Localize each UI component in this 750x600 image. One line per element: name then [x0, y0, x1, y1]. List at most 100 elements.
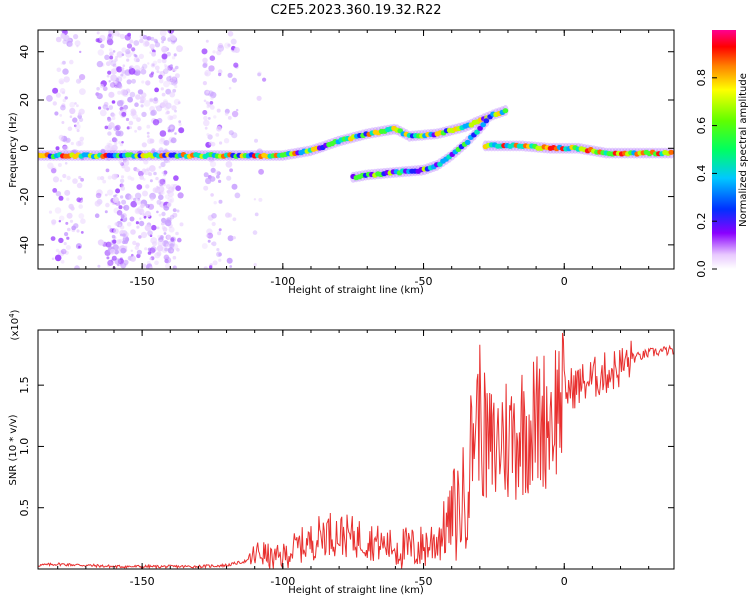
- noise-point: [151, 51, 157, 57]
- noise-point: [150, 62, 156, 68]
- noise-point: [210, 167, 216, 173]
- noise-point: [60, 62, 64, 65]
- noise-point: [170, 39, 176, 45]
- noise-point: [141, 142, 147, 148]
- noise-point: [121, 70, 126, 74]
- noise-point: [132, 113, 138, 120]
- noise-point: [46, 95, 53, 102]
- noise-point: [149, 43, 155, 50]
- noise-point: [217, 231, 222, 236]
- noise-point: [113, 30, 120, 37]
- noise-point: [177, 101, 181, 105]
- noise-point: [233, 62, 239, 68]
- noise-point: [52, 188, 58, 193]
- noise-point: [154, 260, 159, 266]
- noise-point: [262, 77, 267, 82]
- noise-point: [51, 257, 55, 261]
- noise-point: [133, 65, 141, 72]
- noise-point: [178, 120, 182, 124]
- noise-point: [112, 202, 115, 205]
- noise-point: [170, 35, 176, 41]
- noise-point: [254, 138, 258, 143]
- noise-point: [122, 233, 126, 237]
- noise-point: [133, 197, 137, 202]
- noise-point: [125, 48, 131, 55]
- noise-point: [157, 58, 162, 64]
- noise-point: [216, 171, 221, 176]
- noise-point: [116, 100, 124, 107]
- snr-background: [38, 330, 674, 569]
- noise-point: [80, 197, 83, 200]
- noise-point: [74, 124, 77, 128]
- noise-point: [59, 215, 65, 221]
- noise-point: [107, 36, 112, 41]
- noise-point: [119, 178, 125, 183]
- noise-point: [62, 39, 67, 45]
- noise-point: [78, 204, 83, 209]
- spectrogram-frame: [37, 29, 675, 270]
- noise-point: [107, 175, 112, 180]
- colorbar-tick-label: 0.8: [695, 69, 708, 87]
- colorbar-ticks: 0.0 0.2 0.4 0.6 0.8: [695, 69, 717, 278]
- noise-point: [164, 105, 170, 111]
- noise-point: [137, 198, 141, 201]
- noise-point: [167, 68, 171, 72]
- noise-point: [150, 109, 157, 116]
- noise-point: [156, 199, 162, 205]
- noise-point: [201, 243, 208, 249]
- noise-point: [95, 38, 100, 43]
- noise-point: [55, 146, 60, 151]
- noise-point: [72, 117, 78, 123]
- noise-point: [76, 182, 83, 189]
- noise-point: [137, 89, 144, 95]
- noise-point: [78, 198, 83, 204]
- noise-point: [63, 242, 67, 246]
- noise-point: [110, 68, 118, 75]
- noise-point: [144, 210, 152, 218]
- noise-point: [161, 53, 168, 60]
- y-tick-label: -20: [18, 188, 31, 206]
- noise-point: [230, 38, 237, 45]
- noise-point: [205, 234, 209, 238]
- noise-point: [128, 67, 136, 75]
- noise-point: [121, 53, 125, 56]
- noise-point: [134, 129, 138, 133]
- noise-point: [107, 189, 114, 196]
- noise-point: [111, 116, 116, 120]
- noise-point: [95, 192, 102, 199]
- noise-point: [158, 213, 162, 217]
- noise-point: [112, 196, 119, 203]
- noise-point: [136, 249, 142, 255]
- noise-point: [69, 59, 74, 65]
- noise-point: [159, 103, 164, 109]
- noise-point: [225, 161, 233, 168]
- noise-point: [125, 117, 130, 122]
- noise-point: [115, 124, 121, 131]
- noise-point: [106, 256, 110, 260]
- noise-point: [228, 86, 232, 90]
- noise-point: [208, 156, 215, 163]
- noise-point: [163, 173, 167, 177]
- noise-point: [51, 168, 57, 174]
- noise-point: [170, 249, 174, 253]
- noise-point: [60, 104, 66, 111]
- noise-point: [253, 263, 257, 267]
- noise-point: [160, 87, 164, 91]
- noise-point: [55, 92, 61, 98]
- noise-point: [254, 212, 259, 217]
- noise-point: [64, 162, 68, 165]
- noise-point: [112, 239, 117, 244]
- noise-point: [145, 203, 150, 209]
- spectrogram-y-ticks: -40 -20 0 20 40: [18, 45, 674, 254]
- noise-point: [130, 249, 133, 252]
- colorbar-tick-label: 0.4: [695, 165, 708, 183]
- noise-point: [256, 95, 262, 101]
- snr-y-label: SNR (10 * v/v): [8, 414, 19, 485]
- noise-point: [147, 251, 152, 255]
- noise-point: [108, 58, 114, 63]
- noise-point: [162, 227, 168, 232]
- noise-point: [106, 74, 110, 78]
- noise-point: [169, 91, 176, 98]
- x-tick-label: 0: [561, 275, 568, 288]
- noise-point: [139, 67, 143, 71]
